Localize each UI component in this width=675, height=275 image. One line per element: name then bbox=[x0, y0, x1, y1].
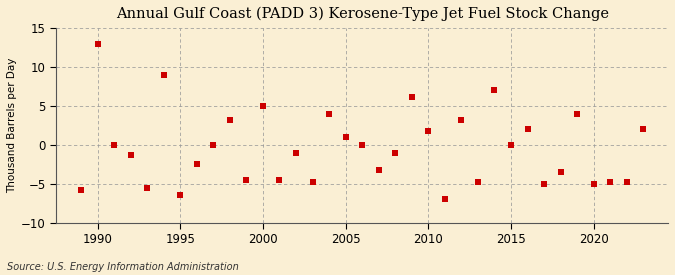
Point bbox=[588, 182, 599, 186]
Point bbox=[76, 188, 86, 192]
Point bbox=[175, 193, 186, 198]
Point bbox=[340, 135, 351, 139]
Point bbox=[456, 118, 467, 122]
Point bbox=[489, 88, 500, 92]
Point bbox=[126, 153, 136, 157]
Point bbox=[406, 94, 417, 99]
Point bbox=[274, 178, 285, 182]
Point bbox=[159, 73, 169, 77]
Point bbox=[423, 129, 434, 133]
Point bbox=[439, 197, 450, 202]
Point bbox=[324, 111, 335, 116]
Point bbox=[258, 104, 269, 108]
Point bbox=[572, 111, 583, 116]
Point bbox=[192, 162, 202, 166]
Point bbox=[605, 180, 616, 184]
Point bbox=[241, 178, 252, 182]
Point bbox=[472, 180, 483, 184]
Point bbox=[357, 143, 368, 147]
Point bbox=[307, 180, 318, 184]
Point bbox=[555, 170, 566, 174]
Point bbox=[92, 42, 103, 46]
Title: Annual Gulf Coast (PADD 3) Kerosene-Type Jet Fuel Stock Change: Annual Gulf Coast (PADD 3) Kerosene-Type… bbox=[115, 7, 609, 21]
Point bbox=[522, 127, 533, 131]
Point bbox=[621, 180, 632, 184]
Point bbox=[638, 127, 649, 131]
Point bbox=[109, 143, 119, 147]
Point bbox=[291, 150, 302, 155]
Point bbox=[539, 182, 549, 186]
Point bbox=[142, 185, 153, 190]
Point bbox=[506, 143, 516, 147]
Point bbox=[225, 118, 236, 122]
Point bbox=[390, 150, 401, 155]
Point bbox=[208, 143, 219, 147]
Y-axis label: Thousand Barrels per Day: Thousand Barrels per Day bbox=[7, 58, 17, 193]
Point bbox=[373, 167, 384, 172]
Text: Source: U.S. Energy Information Administration: Source: U.S. Energy Information Administ… bbox=[7, 262, 238, 272]
